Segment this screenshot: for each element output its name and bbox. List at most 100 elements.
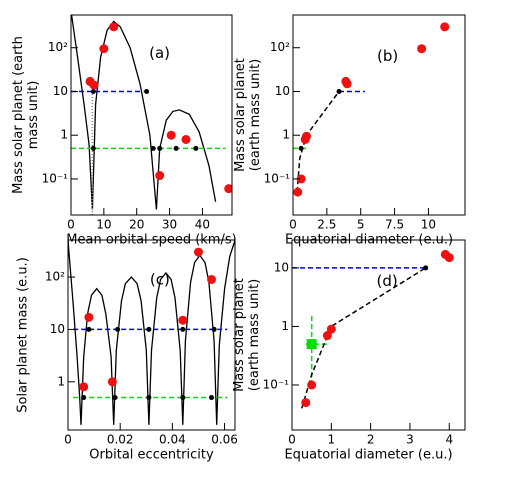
x-tick-label: 0.06	[211, 433, 238, 447]
curve	[71, 15, 217, 210]
dot	[146, 326, 152, 332]
point	[166, 130, 176, 140]
x-tick-label: 0	[64, 433, 72, 447]
y-tick-label: 10	[50, 322, 65, 336]
y-tick-label: 1	[60, 128, 68, 142]
point	[301, 398, 311, 408]
x-tick-label: 5	[357, 218, 365, 232]
point	[302, 131, 312, 141]
x-tick-label: 0	[288, 433, 296, 447]
point	[296, 174, 306, 184]
x-axis-label: Equatorial diameter (e.u.)	[284, 448, 452, 463]
plot	[292, 249, 454, 409]
y-tick-label: 10⁻¹	[264, 171, 291, 185]
point	[89, 80, 99, 90]
dot	[336, 88, 342, 94]
plot	[293, 22, 450, 197]
dashed-line	[296, 91, 340, 193]
x-tick-label: 10	[96, 218, 111, 232]
point	[99, 44, 109, 54]
x-tick-label: 20	[129, 218, 144, 232]
dot	[150, 145, 156, 151]
point	[417, 44, 427, 54]
x-tick-label: 0.04	[159, 433, 186, 447]
dot	[298, 145, 304, 151]
dot	[157, 145, 163, 151]
x-tick-label: 3	[406, 433, 414, 447]
y-axis-label: mass unit)	[26, 81, 41, 150]
x-tick-label: 40	[195, 218, 210, 232]
frame	[291, 239, 466, 431]
dot	[146, 395, 152, 401]
point	[178, 315, 188, 325]
x-axis-label: Orbital eccentricity	[89, 448, 214, 463]
y-tick-label: 1	[281, 319, 289, 333]
dot	[86, 326, 92, 332]
dot	[112, 395, 118, 401]
curve	[68, 240, 235, 425]
y-tick-label: 10	[275, 84, 290, 98]
dot	[209, 395, 215, 401]
dot	[90, 88, 96, 94]
dot	[115, 326, 121, 332]
panel-label: (b)	[377, 47, 398, 65]
point	[107, 377, 117, 387]
dot	[193, 145, 199, 151]
y-axis-label: Mass solar planet	[232, 278, 247, 392]
dot	[180, 326, 186, 332]
point	[181, 134, 191, 144]
y-tick-label: 10²	[270, 40, 290, 54]
point	[155, 170, 165, 180]
x-tick-label: 4	[445, 433, 453, 447]
x-tick-label: 30	[162, 218, 177, 232]
point	[307, 380, 317, 390]
point	[84, 312, 94, 322]
dot	[180, 395, 186, 401]
point	[224, 184, 232, 194]
y-tick-label: 10	[274, 260, 289, 274]
point	[79, 382, 89, 392]
dot	[90, 145, 96, 151]
point	[207, 274, 217, 284]
y-tick-label: 10²	[48, 40, 68, 54]
y-axis-label: Mass solar planet	[233, 58, 248, 172]
dot	[173, 145, 179, 151]
frame	[292, 14, 466, 216]
square-marker	[306, 339, 317, 350]
y-tick-label: 10	[53, 84, 68, 98]
y-tick-label: 1	[282, 128, 290, 142]
point	[193, 247, 203, 257]
x-tick-label: 7.5	[385, 218, 404, 232]
y-axis-label: (earth mass unit)	[248, 59, 263, 171]
y-axis-label: Mass solar planet (earth	[11, 36, 26, 194]
plot	[71, 15, 232, 215]
dashed-line	[301, 267, 427, 409]
dot	[81, 395, 87, 401]
point	[342, 79, 352, 89]
plot	[68, 240, 235, 425]
panel-label: (a)	[149, 44, 170, 62]
y-tick-label: 1	[57, 374, 65, 388]
frame	[67, 239, 236, 431]
x-tick-label: 2.5	[317, 218, 336, 232]
point	[326, 324, 336, 334]
x-tick-label: 2	[367, 433, 375, 447]
y-tick-label: 10⁻¹	[263, 377, 290, 391]
point	[109, 22, 119, 32]
dot	[211, 326, 217, 332]
x-tick-label: 0	[67, 218, 75, 232]
y-tick-label: 10²	[45, 270, 65, 284]
dot	[144, 88, 150, 94]
panel-label: (d)	[377, 272, 398, 290]
frame	[70, 14, 233, 216]
x-tick-label: 0.02	[107, 433, 134, 447]
y-axis-label: Solar planet mass (e.u.)	[16, 257, 31, 413]
point	[444, 253, 454, 263]
x-tick-label: 1	[327, 433, 335, 447]
x-tick-label: 10	[421, 218, 436, 232]
y-axis-label: (earth mass unit)	[247, 279, 262, 391]
point	[440, 22, 450, 32]
dot	[423, 265, 429, 271]
x-tick-label: 0	[289, 218, 297, 232]
